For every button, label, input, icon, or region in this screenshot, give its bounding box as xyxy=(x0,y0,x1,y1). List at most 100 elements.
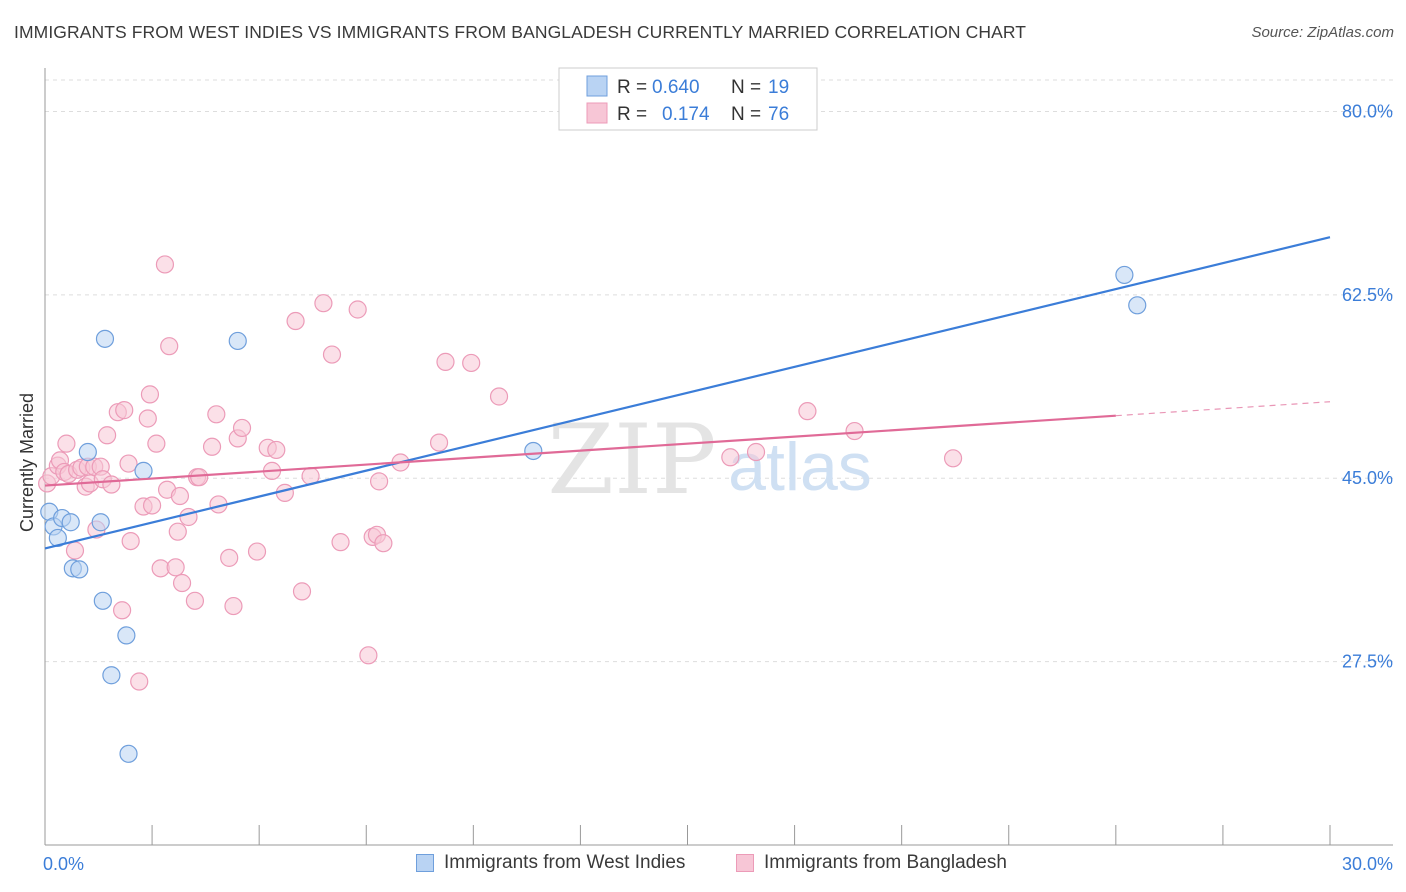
point-west-indies xyxy=(134,461,153,480)
point-bangladesh xyxy=(232,418,252,438)
point-bangladesh xyxy=(179,507,198,527)
point-west-indies xyxy=(228,331,247,351)
point-bangladesh xyxy=(331,533,350,552)
point-bangladesh xyxy=(160,337,179,356)
point-bangladesh xyxy=(489,387,509,406)
y-tick-label: 45.0% xyxy=(1342,468,1393,488)
point-west-indies xyxy=(524,441,543,461)
point-bangladesh xyxy=(374,534,393,553)
gridlines xyxy=(45,79,1393,663)
legend-n-value-2: 76 xyxy=(768,104,789,125)
point-bangladesh xyxy=(119,454,138,473)
series-legend-item-bangladesh: Immigrants from Bangladesh xyxy=(736,852,1007,874)
point-bangladesh xyxy=(112,601,132,620)
point-west-indies xyxy=(78,442,97,462)
series-swatch-bangladesh xyxy=(736,854,754,872)
point-bangladesh xyxy=(436,352,455,371)
correlation-legend: R = 0.640 N = 19 R = 0.174 N = 76 xyxy=(558,67,818,131)
point-bangladesh xyxy=(190,468,209,487)
point-west-indies xyxy=(117,626,136,645)
point-bangladesh xyxy=(943,449,963,468)
point-bangladesh xyxy=(721,448,740,467)
point-bangladesh xyxy=(207,405,226,424)
trend-line-west-indies xyxy=(44,236,1331,550)
point-bangladesh xyxy=(202,437,222,456)
point-west-indies xyxy=(93,591,112,610)
legend-r-value-1: 0.640 xyxy=(652,77,700,98)
point-bangladesh xyxy=(292,582,312,601)
point-bangladesh xyxy=(798,402,817,421)
trend-line-bangladesh xyxy=(44,414,1116,487)
point-west-indies xyxy=(1115,265,1134,285)
axis-labels: 27.5% 45.0% 62.5% 80.0% 0.0% 30.0% Currently M… xyxy=(17,101,1393,874)
axes xyxy=(44,68,1393,846)
legend-r-label-1: R = xyxy=(617,77,647,98)
series-legend: Immigrants from West Indies Immigrants f… xyxy=(0,850,1406,880)
point-bangladesh xyxy=(170,486,190,506)
watermark-atlas: atlas xyxy=(728,429,872,505)
point-bangladesh xyxy=(247,542,267,561)
point-west-indies xyxy=(119,744,138,763)
point-bangladesh xyxy=(286,311,305,331)
point-bangladesh xyxy=(166,558,185,577)
legend-swatch-west-indies xyxy=(586,75,608,97)
point-bangladesh xyxy=(140,385,160,404)
legend-r-value-2: 0.174 xyxy=(662,104,710,125)
point-bangladesh xyxy=(462,353,481,373)
y-tick-label: 80.0% xyxy=(1342,101,1393,121)
point-bangladesh xyxy=(370,472,389,491)
point-bangladesh xyxy=(168,522,187,541)
point-bangladesh xyxy=(155,255,175,274)
point-bangladesh xyxy=(121,531,140,551)
point-bangladesh xyxy=(220,548,239,567)
x-tick-label: 0.0% xyxy=(43,854,84,874)
point-bangladesh xyxy=(57,434,76,453)
point-bangladesh xyxy=(138,409,157,428)
source-label: Source: ZipAtlas.com xyxy=(1251,24,1394,41)
point-bangladesh xyxy=(314,294,333,313)
legend-swatch-bangladesh xyxy=(586,102,608,124)
trend-line-bangladesh-extension xyxy=(1115,401,1331,417)
point-west-indies xyxy=(95,329,115,348)
point-bangladesh xyxy=(267,440,286,460)
series-label-bangladesh: Immigrants from Bangladesh xyxy=(764,852,1007,873)
point-bangladesh xyxy=(65,541,85,560)
point-bangladesh xyxy=(348,300,367,319)
watermark: ZIP atlas xyxy=(547,404,871,516)
y-axis-title: Currently Married xyxy=(17,393,37,532)
point-bangladesh xyxy=(172,573,192,593)
point-bangladesh xyxy=(429,433,449,452)
point-west-indies xyxy=(48,528,67,548)
series-label-west-indies: Immigrants from West Indies xyxy=(444,852,686,873)
point-west-indies xyxy=(1128,296,1147,315)
point-west-indies xyxy=(61,513,80,532)
point-west-indies xyxy=(70,560,89,579)
chart-title: IMMIGRANTS FROM WEST INDIES VS IMMIGRANT… xyxy=(14,22,1027,42)
point-west-indies xyxy=(91,513,110,532)
point-bangladesh xyxy=(102,475,121,494)
legend-n-label-1: N = xyxy=(731,77,761,98)
point-bangladesh xyxy=(845,421,864,441)
point-bangladesh xyxy=(151,559,170,578)
point-west-indies xyxy=(102,666,121,685)
point-bangladesh xyxy=(746,442,766,462)
watermark-zip: ZIP xyxy=(547,404,716,516)
point-bangladesh xyxy=(322,345,342,364)
series-legend-item-west-indies: Immigrants from West Indies xyxy=(416,852,685,874)
point-bangladesh xyxy=(185,591,205,610)
point-bangladesh xyxy=(130,672,149,691)
data-points xyxy=(38,255,1147,763)
legend-r-label-2: R = xyxy=(617,104,647,125)
point-bangladesh xyxy=(224,596,243,616)
series-swatch-west-indies xyxy=(416,854,434,872)
point-bangladesh xyxy=(142,496,162,515)
x-tick-label: 30.0% xyxy=(1342,854,1393,874)
point-bangladesh xyxy=(98,426,117,445)
point-bangladesh xyxy=(147,434,166,453)
y-tick-label: 27.5% xyxy=(1342,652,1393,672)
point-bangladesh xyxy=(115,401,134,420)
legend-n-value-1: 19 xyxy=(768,77,789,98)
trend-lines xyxy=(44,236,1331,550)
y-tick-label: 62.5% xyxy=(1342,285,1393,305)
